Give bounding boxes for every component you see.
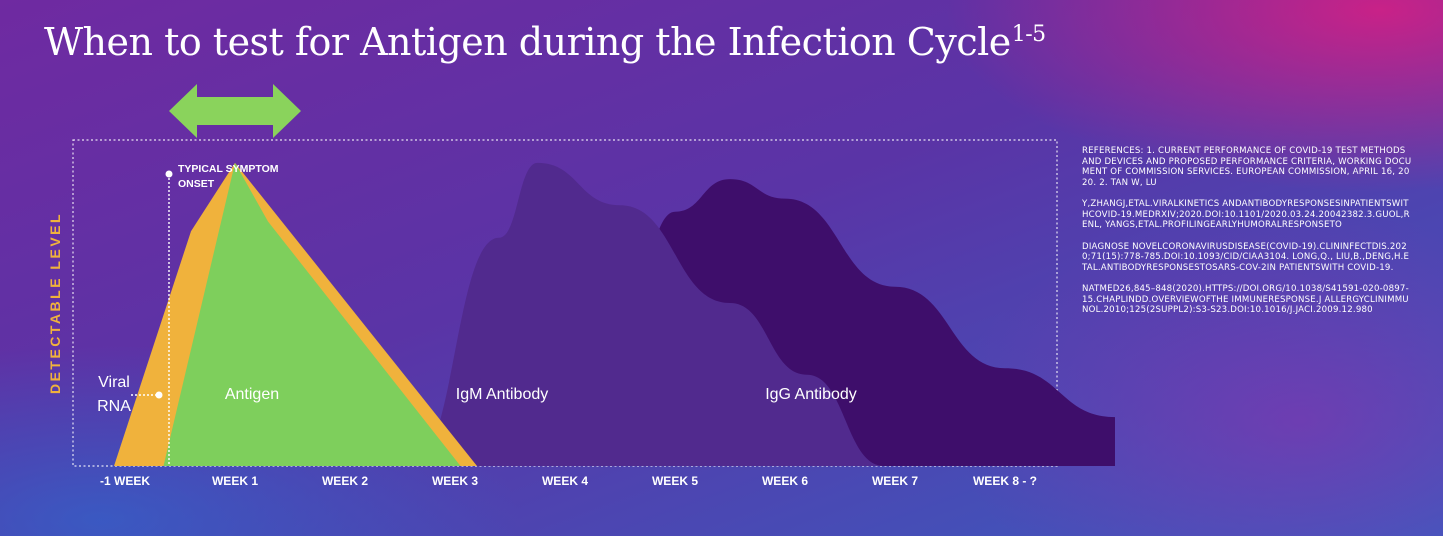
series-label-igg-antibody: IgG Antibody <box>765 386 857 403</box>
x-tick-label: WEEK 4 <box>542 474 588 488</box>
page-title: When to test for Antigen during the Infe… <box>44 20 1046 64</box>
area-antigen <box>163 162 461 466</box>
testing-window-arrow <box>169 84 301 138</box>
x-tick-label: WEEK 5 <box>652 474 698 488</box>
title-text: When to test for Antigen during the Infe… <box>44 20 1011 64</box>
viral-rna-label: Viral RNA <box>97 374 131 415</box>
area-series-group <box>114 162 1115 466</box>
area-igm-antibody <box>411 162 884 466</box>
viral-rna-pointer-dot <box>155 391 163 399</box>
x-tick-label: -1 WEEK <box>100 474 150 488</box>
y-axis-label: DETECTABLE LEVEL <box>47 212 63 394</box>
title-superscript: 1-5 <box>1011 22 1046 47</box>
references-block: REFERENCES: 1. CURRENT PERFORMANCE OF CO… <box>1082 146 1412 327</box>
series-label-antigen: Antigen <box>225 386 279 403</box>
symptom-onset-label: TYPICAL SYMPTOM ONSET <box>178 163 279 190</box>
symptom-onset-dot <box>165 170 173 178</box>
reference-paragraph-2: Y,ZHANGJ,ETAL.VIRALKINETICS ANDANTIBODYR… <box>1082 199 1410 230</box>
series-label-igm-antibody: IgM Antibody <box>456 386 549 403</box>
x-tick-label: WEEK 8 - ? <box>973 474 1037 488</box>
annotations-group: TYPICAL SYMPTOM ONSET Viral RNA <box>97 84 301 466</box>
x-tick-label: WEEK 7 <box>872 474 918 488</box>
reference-paragraph-4: NATMED26,845–848(2020).HTTPS://DOI.ORG/1… <box>1082 284 1409 315</box>
reference-paragraph-3: DIAGNOSE NOVELCORONAVIRUSDISEASE(COVID-1… <box>1082 241 1410 273</box>
x-tick-label: WEEK 6 <box>762 474 808 488</box>
x-tick-label: WEEK 2 <box>322 474 368 488</box>
x-tick-label: WEEK 1 <box>212 474 258 488</box>
x-axis-ticks: -1 WEEK WEEK 1 WEEK 2 WEEK 3 WEEK 4 WEEK 5 WEE… <box>100 474 1037 488</box>
reference-paragraph-1: REFERENCES: 1. CURRENT PERFORMANCE OF CO… <box>1082 146 1412 188</box>
x-tick-label: WEEK 3 <box>432 474 478 488</box>
series-labels-group: IgG Antibody IgM Antibody Antigen <box>225 386 857 403</box>
